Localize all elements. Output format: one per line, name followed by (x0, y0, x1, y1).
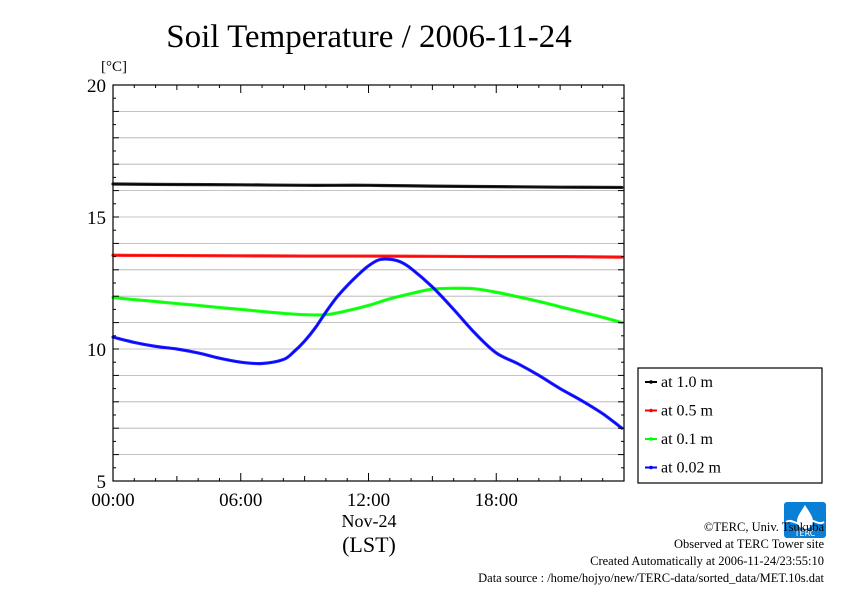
x-axis-label: (LST) (342, 532, 396, 557)
legend-marker-3 (649, 465, 653, 470)
grid-lines (113, 111, 624, 456)
x-tick-label: 12:00 (347, 490, 390, 511)
legend: at 1.0 m at 0.5 m at 0.1 m at 0.02 m (637, 367, 823, 484)
y-tick-label: 5 (97, 472, 107, 493)
y-tick-label: 10 (87, 340, 106, 361)
legend-label-1: at 0.5 m (661, 403, 714, 420)
y-tick-label: 15 (87, 208, 106, 229)
chart-title: Soil Temperature / 2006-11-24 (166, 19, 572, 55)
terc-logo-icon: TERC (784, 502, 826, 538)
x-tick-label: 18:00 (475, 490, 518, 511)
x-tick-label: 00:00 (91, 490, 134, 511)
series-line-core-0 (112, 183, 622, 189)
legend-label-2: at 0.1 m (661, 431, 714, 448)
legend-label-3: at 0.02 m (661, 460, 722, 477)
series-lines (111, 182, 624, 430)
y-tick-label: 20 (87, 76, 106, 97)
x-tick-label: 06:00 (219, 490, 262, 511)
legend-box (637, 367, 823, 484)
footer-created: Created Automatically at 2006-11-24/23:5… (590, 554, 824, 568)
series-line-core-1 (112, 254, 622, 258)
legend-marker-1 (649, 408, 653, 413)
x-date-label: Nov-24 (342, 511, 397, 531)
y-axis-unit: [°C] (101, 59, 127, 75)
footer-copyright: ©TERC, Univ. Tsukuba (703, 520, 824, 534)
series-line-core-3 (112, 258, 623, 429)
plot-frame (112, 84, 625, 482)
axis-ticks: 5 10 15 20 00:00 06:00 12:00 18:00 (87, 76, 625, 511)
legend-label-0: at 1.0 m (661, 374, 714, 391)
legend-marker-2 (649, 437, 653, 441)
footer-source: Data source : /home/hojyo/new/TERC-data/… (478, 571, 824, 585)
svg-text:TERC: TERC (794, 529, 816, 538)
footer-observed: Observed at TERC Tower site (673, 537, 824, 551)
series-line-core-2 (112, 287, 623, 324)
series-line-3 (111, 257, 624, 430)
legend-marker-0 (649, 380, 653, 384)
